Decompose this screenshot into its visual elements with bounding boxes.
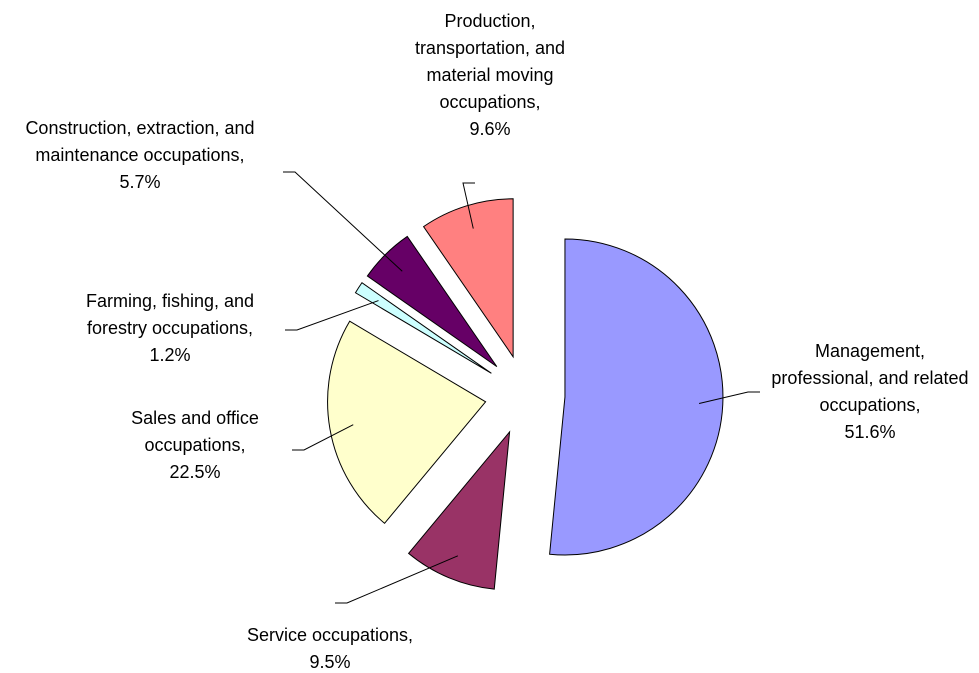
data-label: Sales and office occupations, 22.5% xyxy=(113,405,278,486)
data-label: Farming, fishing, and forestry occupatio… xyxy=(63,288,278,369)
category-label: Management, professional, and related oc… xyxy=(771,341,969,415)
category-label: Service occupations, xyxy=(246,625,414,645)
data-label: Production, transportation, and material… xyxy=(395,8,585,143)
value-label: 9.5% xyxy=(309,652,351,672)
leader-line xyxy=(335,555,459,604)
value-label: 51.6% xyxy=(844,422,896,442)
leader-line xyxy=(462,182,475,229)
pie-slice xyxy=(327,320,487,525)
data-label: Service occupations, 9.5% xyxy=(205,622,455,673)
value-label: 22.5% xyxy=(169,462,221,482)
pie-slice xyxy=(407,430,511,590)
leader-line xyxy=(285,300,379,331)
pie-slice xyxy=(549,238,724,556)
value-label: 9.6% xyxy=(469,119,511,139)
leader-line xyxy=(283,171,403,272)
category-label: Production, transportation, and material… xyxy=(414,11,566,112)
leader-line xyxy=(292,424,354,451)
category-label: Farming, fishing, and forestry occupatio… xyxy=(85,291,255,338)
data-label: Management, professional, and related oc… xyxy=(763,338,978,446)
leader-line xyxy=(698,391,760,404)
data-label: Construction, extraction, and maintenanc… xyxy=(8,115,273,196)
value-label: 1.2% xyxy=(149,345,191,365)
pie-slice xyxy=(354,282,492,374)
pie-slice xyxy=(422,198,514,359)
category-label: Sales and office occupations, xyxy=(131,408,259,455)
value-label: 5.7% xyxy=(119,172,161,192)
category-label: Construction, extraction, and maintenanc… xyxy=(25,118,255,165)
